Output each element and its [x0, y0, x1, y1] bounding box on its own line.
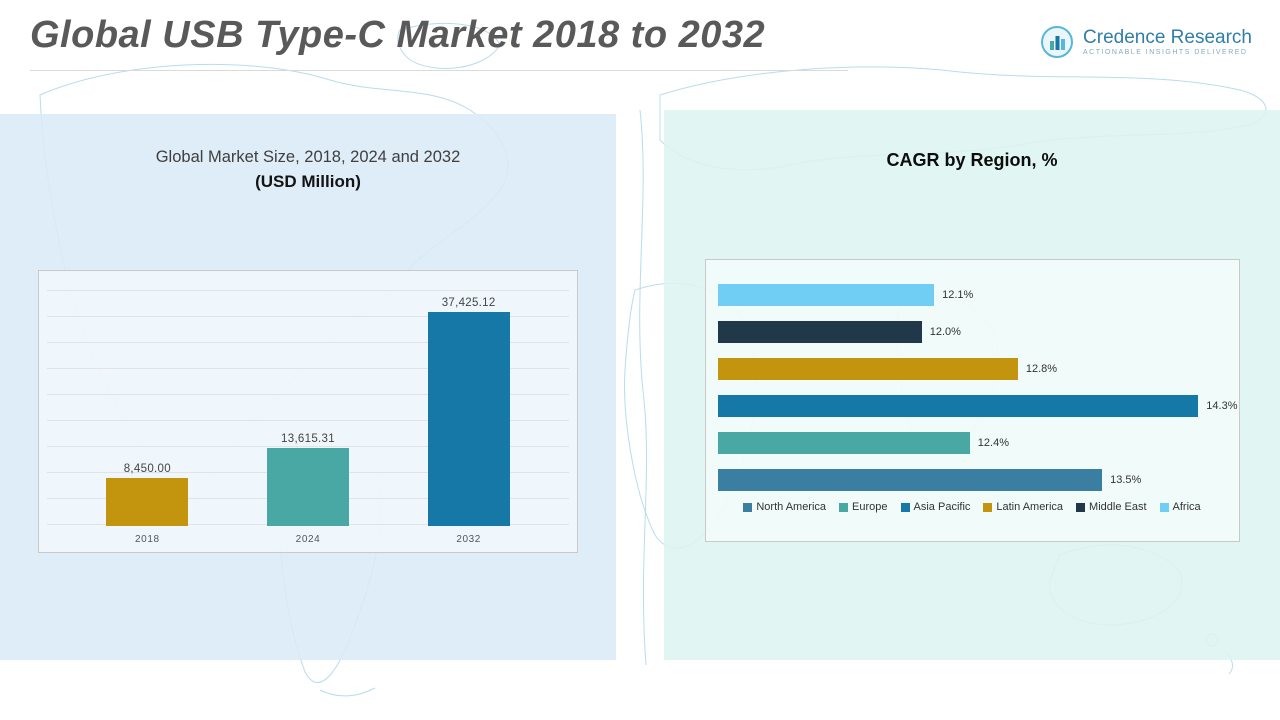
- logo-bar-chart-icon: [1041, 26, 1074, 58]
- legend-label: Europe: [852, 501, 888, 513]
- bar-value-label: 8,450.00: [123, 463, 171, 475]
- legend-label: North America: [756, 501, 827, 513]
- legend-item-africa: Africa: [1159, 501, 1201, 513]
- legend-item-north-america: North America: [743, 501, 826, 513]
- bar-category-label: 2018: [135, 533, 160, 545]
- cagr-chart-title: CAGR by Region, %: [886, 150, 1058, 170]
- market-size-chart-title: Global Market Size, 2018, 2024 and 2032: [155, 148, 461, 166]
- legend-item-europe: Europe: [839, 501, 888, 513]
- legend-swatch: [1076, 502, 1086, 512]
- legend-item-latin-america: Latin America: [983, 501, 1063, 513]
- bar-category-label: 2032: [456, 533, 481, 545]
- bar-column-2032: 37,425.12 2032: [427, 271, 510, 552]
- legend-swatch: [983, 502, 993, 512]
- bar-category-label: 2024: [295, 533, 321, 545]
- cagr-bar-latin-america: [717, 357, 1018, 380]
- bar-value-label: 37,425.12: [441, 297, 496, 309]
- bar-2018: [106, 478, 189, 526]
- legend-label: Middle East: [1089, 501, 1147, 513]
- legend-swatch: [743, 502, 753, 512]
- cagr-bar-middle-east: [717, 320, 922, 343]
- cagr-bar-north-america: [717, 468, 1103, 491]
- bar-column-2018: 8,450.00 2018: [106, 271, 189, 552]
- cagr-chart: 12.1% 12.0% 12.8% 14.3% 12.4% 13.5% North Ame…: [704, 259, 1240, 542]
- legend-item-middle-east: Middle East: [1076, 501, 1147, 513]
- legend-label: Latin America: [996, 501, 1064, 513]
- logo-name: Credence Research: [1083, 26, 1252, 48]
- cagr-value-label: 13.5%: [1110, 473, 1142, 486]
- cagr-panel: CAGR by Region, % 12.1% 12.0% 12.8% 14.3% 12…: [664, 110, 1280, 660]
- market-size-panel: Global Market Size, 2018, 2024 and 2032 …: [0, 114, 616, 660]
- legend-swatch: [1159, 502, 1169, 512]
- cagr-row-latin-america: 12.8%: [717, 350, 1235, 387]
- page-title: Global USB Type-C Market 2018 to 2032: [30, 14, 766, 56]
- bar-value-label: 13,615.31: [281, 433, 335, 445]
- legend-label: Africa: [1172, 501, 1201, 513]
- cagr-value-label: 12.0%: [929, 325, 961, 338]
- market-size-chart: 8,450.00 2018 13,615.31 2024 37,425.12 2032: [38, 270, 578, 553]
- cagr-plot-area: 12.1% 12.0% 12.8% 14.3% 12.4% 13.5%: [706, 260, 1239, 498]
- legend-swatch: [900, 502, 910, 512]
- cagr-bar-africa: [717, 283, 935, 306]
- cagr-row-africa: 12.1%: [717, 276, 1235, 313]
- legend-item-asia-pacific: Asia Pacific: [900, 501, 971, 513]
- cagr-bar-europe: [717, 431, 970, 454]
- bar-2024: [266, 448, 349, 526]
- cagr-row-middle-east: 12.0%: [717, 313, 1235, 350]
- cagr-value-label: 12.8%: [1025, 362, 1058, 375]
- logo-tagline: Actionable Insights Delivered: [1083, 49, 1248, 57]
- cagr-bar-asia-pacific: [717, 394, 1199, 417]
- legend-label: Asia Pacific: [913, 501, 971, 513]
- cagr-row-asia-pacific: 14.3%: [717, 387, 1238, 424]
- credence-research-logo: Credence Research Actionable Insights De…: [1039, 24, 1252, 60]
- title-underline: [30, 70, 848, 71]
- cagr-row-north-america: 13.5%: [717, 461, 1235, 498]
- cagr-value-label: 12.4%: [977, 436, 1009, 449]
- cagr-row-europe: 12.4%: [717, 424, 1235, 461]
- market-size-plot-area: 8,450.00 2018 13,615.31 2024 37,425.12 2032: [39, 271, 577, 552]
- cagr-value-label: 14.3%: [1206, 399, 1238, 412]
- region-legend: North America Europe Asia Pacific Latin Ame…: [706, 501, 1239, 513]
- bar-2032: [427, 312, 510, 526]
- legend-swatch: [839, 502, 849, 512]
- market-size-chart-subtitle: (USD Million): [255, 172, 361, 191]
- cagr-value-label: 12.1%: [942, 288, 974, 301]
- bar-column-2024: 13,615.31 2024: [266, 271, 349, 552]
